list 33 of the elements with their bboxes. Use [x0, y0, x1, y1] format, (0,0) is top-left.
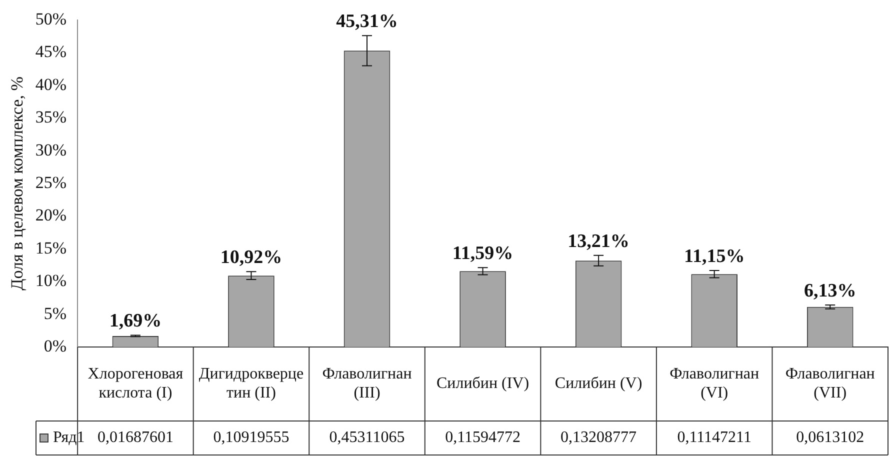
y-tick-label: 40% — [35, 74, 67, 94]
y-axis-title: Доля в целевом комплексе, % — [8, 76, 27, 290]
x-tick-label: Флаволигнан (III) — [322, 366, 412, 402]
annotation: 11,15% — [684, 246, 745, 267]
y-tick-label: 35% — [35, 108, 67, 127]
annotation: 10,92% — [220, 247, 282, 268]
annotation: 1,69% — [109, 310, 162, 332]
x-tick-label: Хлорогеновая кислота (I) — [88, 366, 184, 402]
x-tick-label: Силибин (V) — [554, 375, 642, 392]
y-tick-label: 10% — [35, 271, 67, 290]
annotation: 13,21% — [568, 230, 630, 252]
data-label: 0,11147211 — [677, 429, 752, 446]
annotation: 6,13% — [804, 280, 856, 302]
data-label: 0,01687601 — [97, 429, 174, 446]
y-tick-label: 5% — [44, 304, 67, 323]
x-tick-label: Флаволигнан (VII) — [785, 366, 876, 402]
data-label: 0,0613102 — [796, 429, 864, 446]
x-tick-label: Дигидрокверцетин (II) — [198, 366, 304, 402]
data-label: 0,11594772 — [445, 429, 520, 446]
data-label: 0,10919555 — [213, 429, 290, 446]
y-tick-label: 45% — [35, 42, 67, 62]
y-tick-label: 50% — [35, 9, 67, 28]
data-label: 0,13208777 — [560, 429, 637, 446]
y-tick-label: 30% — [35, 140, 67, 160]
data-label: 0,45311065 — [329, 429, 405, 446]
y-tick-label: 0% — [44, 336, 67, 356]
y-tick-label: 20% — [35, 206, 67, 225]
annotation: 45,31% — [336, 11, 398, 32]
y-tick-label: 15% — [35, 238, 67, 258]
x-tick-label: Силибин (IV) — [436, 375, 530, 392]
y-tick-label: 25% — [35, 172, 67, 192]
x-tick-label: Флаволигнан (VI) — [670, 366, 760, 402]
annotation: 11,59% — [452, 242, 514, 264]
